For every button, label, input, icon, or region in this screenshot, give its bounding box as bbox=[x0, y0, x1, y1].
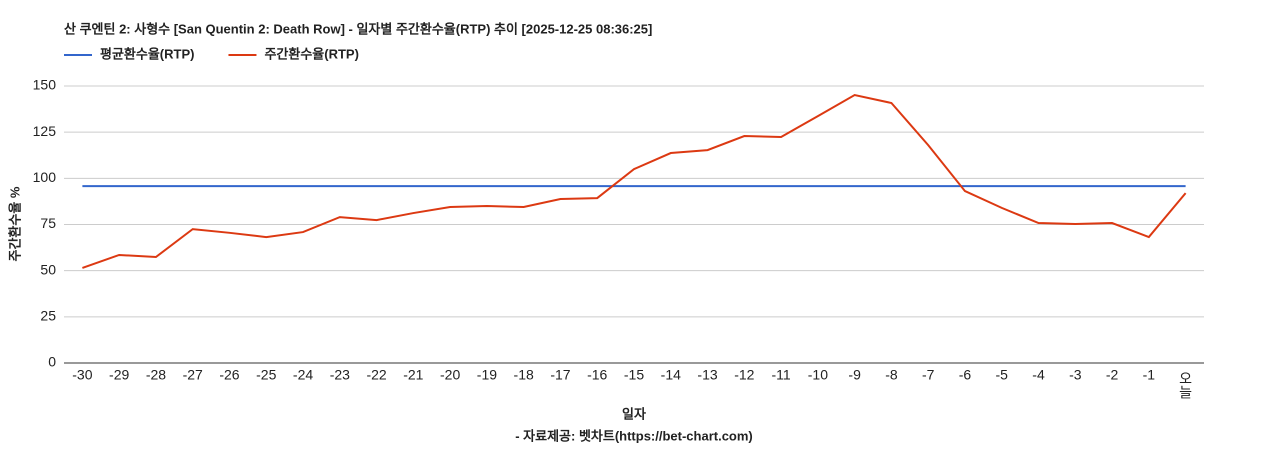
x-tick-label: -9 bbox=[848, 367, 861, 383]
x-tick-label: -3 bbox=[1069, 367, 1082, 383]
y-tick-label: 50 bbox=[40, 261, 56, 277]
x-tick-label: -8 bbox=[885, 367, 898, 383]
x-tick-label: -25 bbox=[256, 367, 276, 383]
x-tick-label: -19 bbox=[477, 367, 497, 383]
legend-label: 평균환수율(RTP) bbox=[100, 46, 194, 61]
x-tick-label: -28 bbox=[146, 367, 166, 383]
y-tick-label: 150 bbox=[33, 77, 57, 93]
x-tick-label: -23 bbox=[330, 367, 350, 383]
y-tick-label: 25 bbox=[40, 308, 56, 324]
x-tick-label: -17 bbox=[550, 367, 570, 383]
y-tick-label: 100 bbox=[33, 169, 57, 185]
chart-title: 산 쿠엔틴 2: 사형수 [San Quentin 2: Death Row] … bbox=[64, 21, 652, 36]
x-tick-label: -2 bbox=[1106, 367, 1119, 383]
x-tick-label: -18 bbox=[514, 367, 534, 383]
x-tick-label: -10 bbox=[808, 367, 828, 383]
x-tick-label: -1 bbox=[1143, 367, 1156, 383]
y-tick-label: 125 bbox=[33, 123, 57, 139]
x-tick-label: -16 bbox=[587, 367, 607, 383]
x-tick-label: -27 bbox=[183, 367, 203, 383]
y-tick-label: 0 bbox=[48, 354, 56, 370]
x-tick-label: -20 bbox=[440, 367, 460, 383]
x-tick-label: -13 bbox=[697, 367, 717, 383]
x-tick-label: -15 bbox=[624, 367, 644, 383]
y-tick-label: 75 bbox=[40, 215, 56, 231]
y-axis-label: 주간환수율 % bbox=[7, 186, 22, 261]
legend-label: 주간환수율(RTP) bbox=[264, 46, 358, 61]
x-tick-label: -22 bbox=[366, 367, 386, 383]
x-tick-label: -5 bbox=[996, 367, 1009, 383]
x-tick-label: -21 bbox=[403, 367, 423, 383]
x-tick-label: -7 bbox=[922, 367, 935, 383]
series-line bbox=[82, 93, 1187, 269]
x-tick-label: 오늘 bbox=[1178, 371, 1194, 399]
x-tick-label: -29 bbox=[109, 367, 129, 383]
x-tick-label: -11 bbox=[771, 367, 790, 383]
x-tick-label: -14 bbox=[661, 367, 681, 383]
x-tick-label: -26 bbox=[219, 367, 239, 383]
footer: - 자료제공: 벳차트(https://bet-chart.com) bbox=[515, 428, 753, 443]
x-axis-label: 일자 bbox=[622, 406, 646, 421]
x-tick-label: -30 bbox=[72, 367, 92, 383]
x-tick-label: -6 bbox=[959, 367, 972, 383]
x-tick-label: -12 bbox=[734, 367, 754, 383]
x-tick-label: -24 bbox=[293, 367, 313, 383]
x-tick-label: -4 bbox=[1032, 367, 1045, 383]
